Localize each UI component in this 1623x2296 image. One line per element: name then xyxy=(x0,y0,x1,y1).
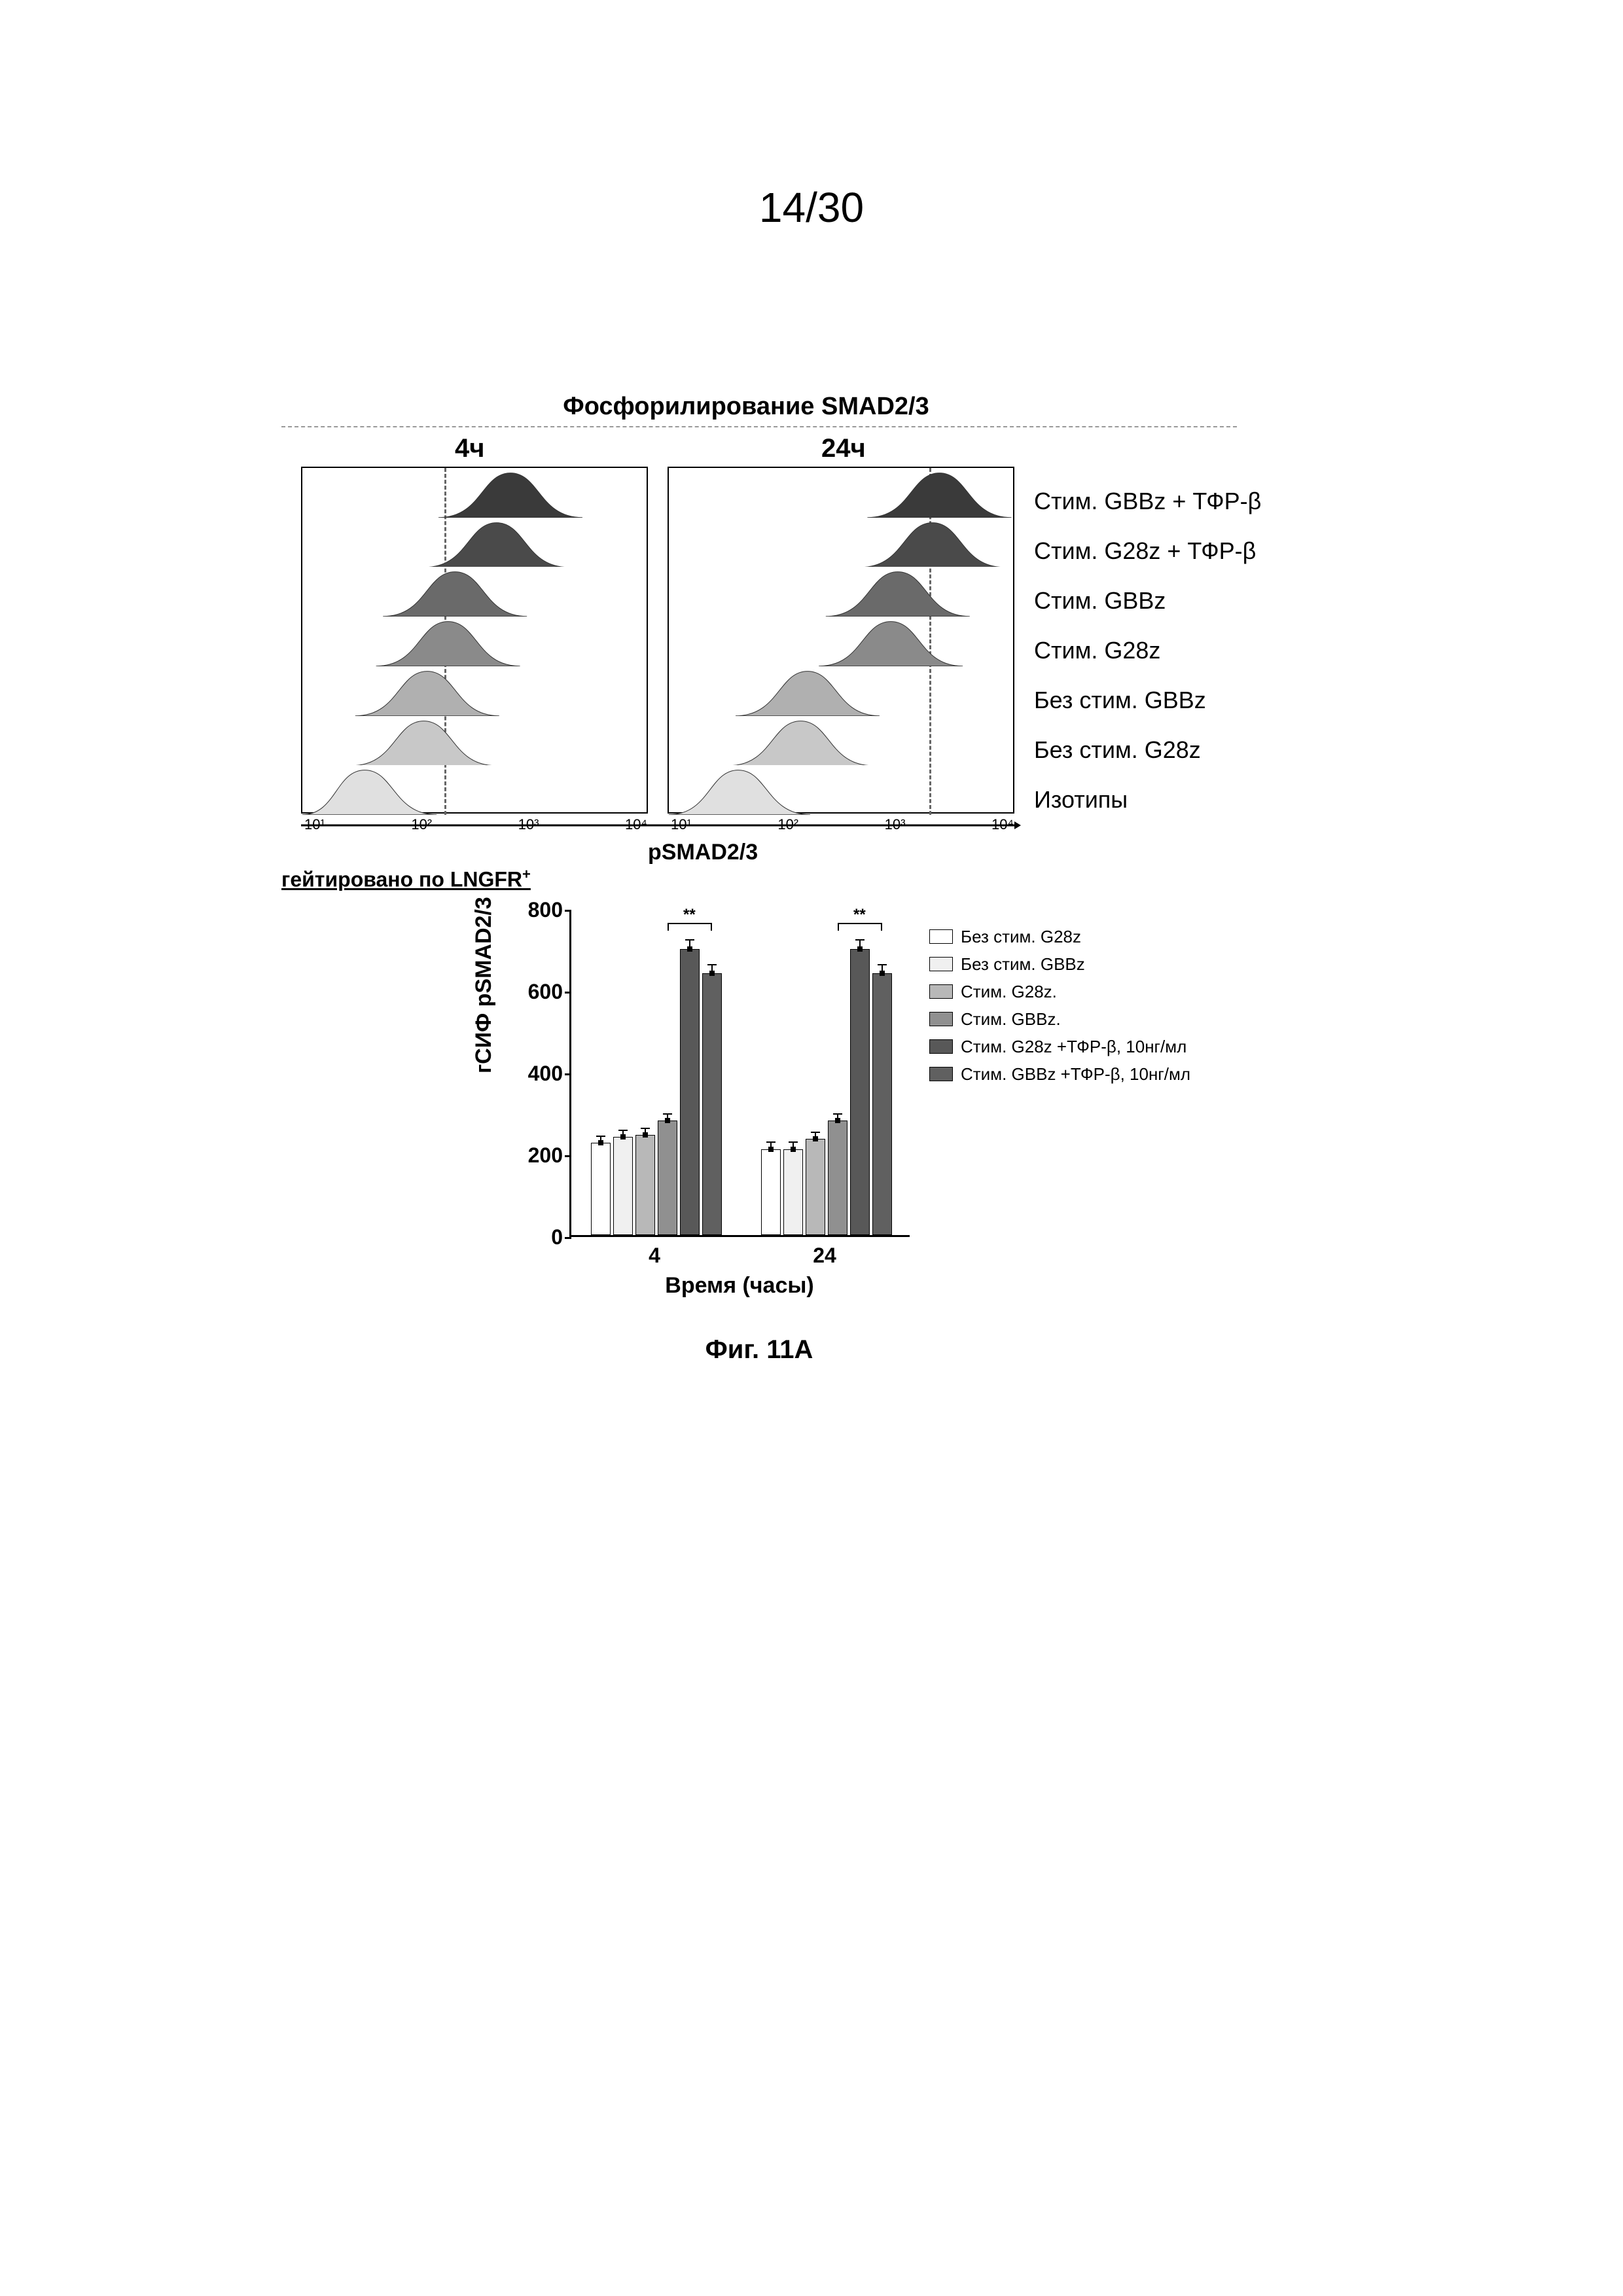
significance-label: ** xyxy=(853,906,866,924)
figure-main-title: Фосфорилирование SMAD2/3 xyxy=(386,393,1106,421)
histogram-curve xyxy=(302,716,649,766)
legend-label: Стим. G28z +ТФР-β, 10нг/мл xyxy=(961,1033,1186,1060)
x-axis-title: Время (часы) xyxy=(569,1273,910,1299)
legend-label: Стим. G28z. xyxy=(961,978,1057,1005)
data-point xyxy=(643,1132,648,1138)
title-underline xyxy=(281,426,1237,427)
bar xyxy=(702,973,722,1235)
y-tick-label: 200 xyxy=(510,1143,563,1168)
data-point xyxy=(687,946,692,952)
histogram-panel-title: 4ч xyxy=(455,434,484,463)
data-point xyxy=(857,946,863,952)
bar xyxy=(658,1121,677,1235)
condition-label: Изотипы xyxy=(1034,775,1261,825)
legend-label: Без стим. GBBz xyxy=(961,950,1085,978)
histogram-curve xyxy=(302,468,649,518)
histogram-curve xyxy=(302,666,649,716)
y-tick-label: 0 xyxy=(510,1225,563,1249)
histogram-curve xyxy=(669,567,1016,617)
y-tick-label: 400 xyxy=(510,1062,563,1086)
histogram-curve xyxy=(669,617,1016,666)
figure-caption: Фиг. 11A xyxy=(281,1335,1237,1365)
legend-swatch xyxy=(929,1012,953,1026)
bar-chart: гСИФ pSMAD2/3 0200400600800**** Время (ч… xyxy=(491,910,1276,1329)
legend-label: Стим. GBBz +ТФР-β, 10нг/мл xyxy=(961,1060,1190,1088)
legend-swatch xyxy=(929,984,953,999)
legend-swatch xyxy=(929,929,953,944)
bar xyxy=(850,949,870,1236)
data-point xyxy=(709,971,715,976)
condition-label: Без стим. G28z xyxy=(1034,725,1261,775)
bar xyxy=(783,1149,803,1235)
bar xyxy=(806,1139,825,1235)
x-axis-arrow xyxy=(301,819,1021,832)
histogram-panel: 4ч10¹10²10³10⁴24ч10¹10²10³10⁴ pSMAD2/3 С… xyxy=(281,440,1329,846)
data-point xyxy=(768,1147,774,1152)
data-point xyxy=(835,1118,840,1123)
legend-swatch xyxy=(929,957,953,971)
data-point xyxy=(598,1140,603,1145)
bar xyxy=(613,1137,633,1235)
page-number: 14/30 xyxy=(759,183,864,232)
condition-label: Стим. G28z xyxy=(1034,626,1261,675)
significance-label: ** xyxy=(683,906,696,924)
histogram-curve xyxy=(302,617,649,666)
histogram-panel-title: 24ч xyxy=(821,434,866,463)
x-axis-label: pSMAD2/3 xyxy=(648,840,758,865)
histogram-curve xyxy=(669,518,1016,567)
data-point xyxy=(813,1136,818,1141)
histogram-box xyxy=(301,467,648,814)
bar xyxy=(761,1149,781,1235)
y-tick-label: 600 xyxy=(510,980,563,1004)
x-group-label: 24 xyxy=(740,1244,910,1268)
histogram-curve xyxy=(302,567,649,617)
legend-item: Без стим. GBBz xyxy=(929,950,1190,978)
histogram-curve xyxy=(669,468,1016,518)
bar xyxy=(828,1121,847,1235)
histogram-curve xyxy=(669,765,1016,815)
legend-swatch xyxy=(929,1067,953,1081)
legend-item: Стим. G28z +ТФР-β, 10нг/мл xyxy=(929,1033,1190,1060)
bar-legend: Без стим. G28zБез стим. GBBzСтим. G28z.С… xyxy=(929,923,1190,1088)
figure-11a: Фосфорилирование SMAD2/3 4ч10¹10²10³10⁴2… xyxy=(281,393,1394,846)
legend-item: Стим. GBBz +ТФР-β, 10нг/мл xyxy=(929,1060,1190,1088)
legend-item: Стим. GBBz. xyxy=(929,1005,1190,1033)
condition-label: Стим. GBBz + ТФР-β xyxy=(1034,476,1261,526)
x-group-label: 4 xyxy=(569,1244,740,1268)
data-point xyxy=(880,971,885,976)
legend-label: Без стим. G28z xyxy=(961,923,1081,950)
bar-plot-area: 0200400600800**** xyxy=(569,910,910,1237)
y-tick-label: 800 xyxy=(510,898,563,922)
histogram-curve xyxy=(302,518,649,567)
histogram-curve xyxy=(669,666,1016,716)
data-point xyxy=(620,1134,626,1139)
condition-label: Стим. G28z + ТФР-β xyxy=(1034,526,1261,576)
legend-label: Стим. GBBz. xyxy=(961,1005,1061,1033)
y-axis-label: гСИФ pSMAD2/3 xyxy=(471,897,497,1073)
gating-label: гейтировано по LNGFR+ xyxy=(281,866,531,892)
histogram-curve xyxy=(669,716,1016,766)
legend-swatch xyxy=(929,1039,953,1054)
bar xyxy=(680,949,700,1236)
condition-label: Стим. GBBz xyxy=(1034,576,1261,626)
data-point xyxy=(665,1118,670,1123)
bar xyxy=(635,1135,655,1235)
legend-item: Стим. G28z. xyxy=(929,978,1190,1005)
histogram-curve xyxy=(302,765,649,815)
bar xyxy=(591,1143,611,1235)
condition-labels: Стим. GBBz + ТФР-βСтим. G28z + ТФР-βСтим… xyxy=(1034,476,1261,825)
histogram-box xyxy=(668,467,1014,814)
data-point xyxy=(791,1147,796,1152)
bar xyxy=(872,973,892,1235)
legend-item: Без стим. G28z xyxy=(929,923,1190,950)
condition-label: Без стим. GBBz xyxy=(1034,675,1261,725)
